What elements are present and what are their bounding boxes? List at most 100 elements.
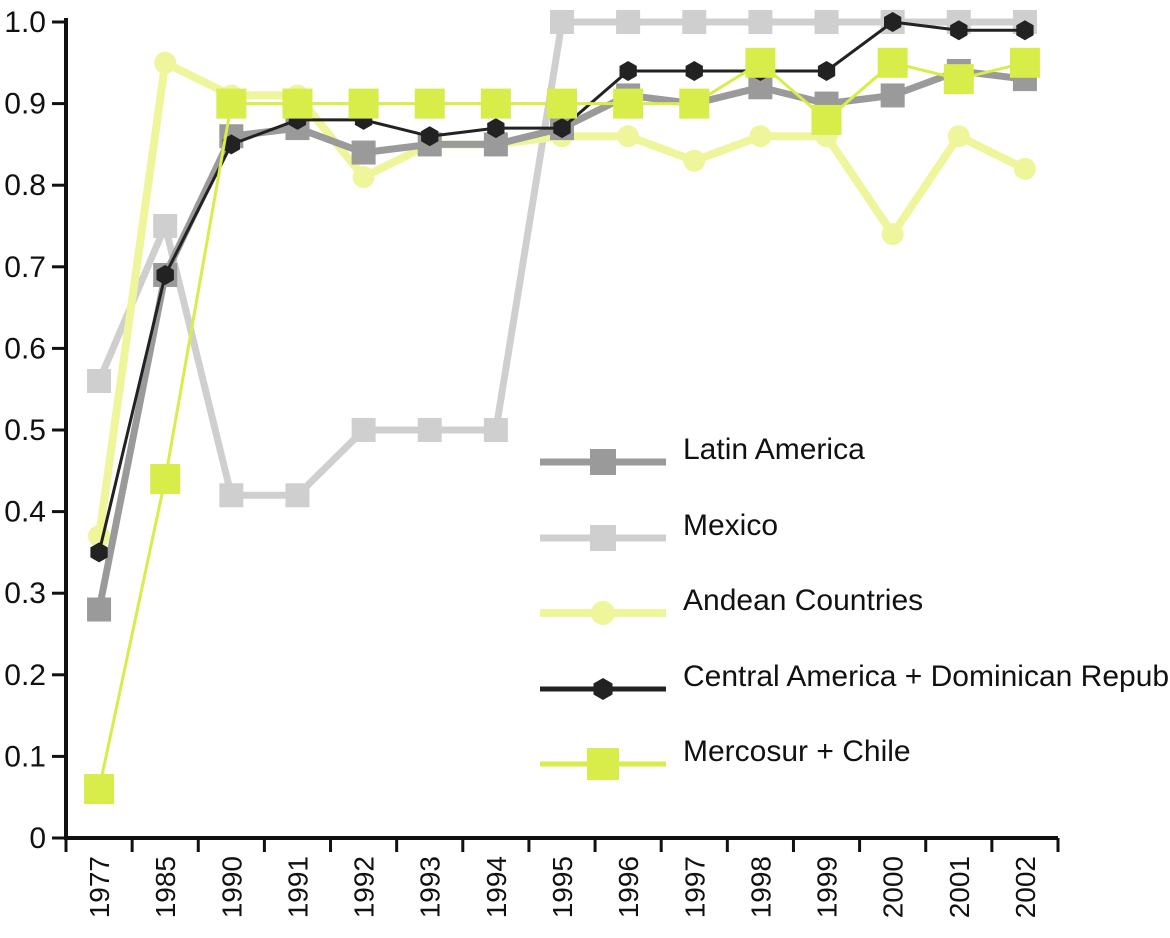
y-tick-label: 0.5 <box>4 414 46 447</box>
data-point <box>884 12 902 32</box>
x-tick-label: 1985 <box>150 856 181 918</box>
data-point <box>84 774 115 805</box>
data-point <box>613 88 644 119</box>
y-tick-label: 0.8 <box>4 169 46 202</box>
x-tick-label: 1994 <box>481 856 512 918</box>
data-point <box>219 483 244 508</box>
y-tick-label: 0.3 <box>4 577 46 610</box>
data-point <box>683 149 706 172</box>
x-tick-label: 1990 <box>216 856 247 918</box>
data-point <box>616 10 641 34</box>
data-point <box>950 20 968 41</box>
y-tick-label: 0.9 <box>4 88 46 121</box>
data-point <box>1013 157 1036 180</box>
data-point <box>749 125 772 148</box>
data-point <box>811 104 842 135</box>
legend-swatch-marker <box>590 449 616 475</box>
data-point <box>1009 47 1040 78</box>
legend-swatch-marker <box>593 678 613 700</box>
legend-item: Central America + Dominican Republic <box>540 660 1170 700</box>
data-point <box>685 61 703 81</box>
data-point <box>814 10 839 34</box>
y-tick-label: 0.6 <box>4 332 46 365</box>
x-tick-label: 1993 <box>415 856 446 918</box>
y-tick-label: 0 <box>29 822 46 855</box>
data-point <box>87 369 112 394</box>
legend-item: Mercosur + Chile <box>540 735 911 780</box>
data-point <box>216 88 247 119</box>
data-point <box>417 418 442 442</box>
data-point <box>156 265 174 285</box>
x-tick-label: 1995 <box>547 856 578 918</box>
x-tick-label: 1991 <box>282 856 313 918</box>
y-tick-label: 1.0 <box>4 6 46 39</box>
data-point <box>154 51 177 74</box>
chart-series <box>84 10 1040 805</box>
data-point <box>881 223 904 246</box>
legend-label: Mexico <box>683 509 778 542</box>
legend-label: Latin America <box>683 433 865 466</box>
x-tick-label: 1992 <box>349 856 380 918</box>
legend-item: Latin America <box>540 433 865 475</box>
data-point <box>943 64 974 95</box>
data-point <box>748 10 773 34</box>
y-tick-label: 0.7 <box>4 251 46 284</box>
legend-swatch-marker <box>587 748 619 780</box>
data-point <box>351 418 376 442</box>
x-tick-label: 2000 <box>878 856 909 918</box>
legend-item: Mexico <box>540 509 778 551</box>
data-point <box>351 140 376 165</box>
data-point <box>817 61 836 81</box>
data-point <box>282 88 313 119</box>
legend-label: Mercosur + Chile <box>683 735 911 768</box>
x-tick-label: 1977 <box>84 856 115 918</box>
x-tick-label: 1996 <box>613 856 644 918</box>
y-tick-label: 0.4 <box>4 496 46 529</box>
series-line <box>95 67 1026 611</box>
chart-legend: Latin America Mexico Andean Countries Centr… <box>540 433 1170 780</box>
data-point <box>487 118 505 139</box>
data-point <box>550 10 574 34</box>
y-tick-label: 0.2 <box>4 659 46 692</box>
data-point <box>547 88 577 119</box>
y-tick-label: 0.1 <box>4 740 46 773</box>
data-point <box>1016 20 1034 41</box>
legend-label: Central America + Dominican Republic <box>683 660 1170 693</box>
data-point <box>480 88 511 119</box>
data-point <box>617 125 640 148</box>
data-point <box>153 214 178 238</box>
data-point <box>679 88 710 119</box>
data-point <box>877 47 908 78</box>
data-point <box>414 88 445 119</box>
x-tick-label: 1997 <box>679 856 710 918</box>
data-point <box>947 125 970 148</box>
data-point <box>682 10 707 34</box>
legend-item: Andean Countries <box>540 584 923 625</box>
x-axis-ticks: 1977 1985 1990 1991 1992 1993 1994 1995 1996 1997… <box>64 838 1060 918</box>
data-point <box>483 418 508 442</box>
data-point <box>222 134 240 155</box>
data-point <box>285 483 310 508</box>
data-point <box>150 463 181 494</box>
series-mercosur-chile <box>84 47 1040 805</box>
data-point <box>619 61 637 81</box>
x-tick-label: 2001 <box>944 856 975 918</box>
data-point <box>352 166 375 189</box>
data-point <box>880 83 905 108</box>
series-mexico <box>87 10 1037 508</box>
y-axis-ticks: 0 0.1 0.2 0.3 0.4 0.5 0.6 0.7 0.8 0.9 1.0 <box>4 6 66 855</box>
data-point <box>421 126 439 147</box>
legend-label: Andean Countries <box>683 584 923 617</box>
data-point <box>553 118 571 139</box>
data-point <box>87 597 112 622</box>
x-tick-label: 1998 <box>745 856 776 918</box>
legend-swatch-marker <box>591 601 615 625</box>
x-tick-label: 2002 <box>1010 856 1041 918</box>
legend-swatch-marker <box>590 525 616 551</box>
x-tick-label: 1999 <box>812 856 843 918</box>
data-point <box>745 47 776 78</box>
series-central-america-dominican-republic <box>90 12 1034 563</box>
data-point <box>348 88 379 119</box>
data-point <box>90 542 108 563</box>
